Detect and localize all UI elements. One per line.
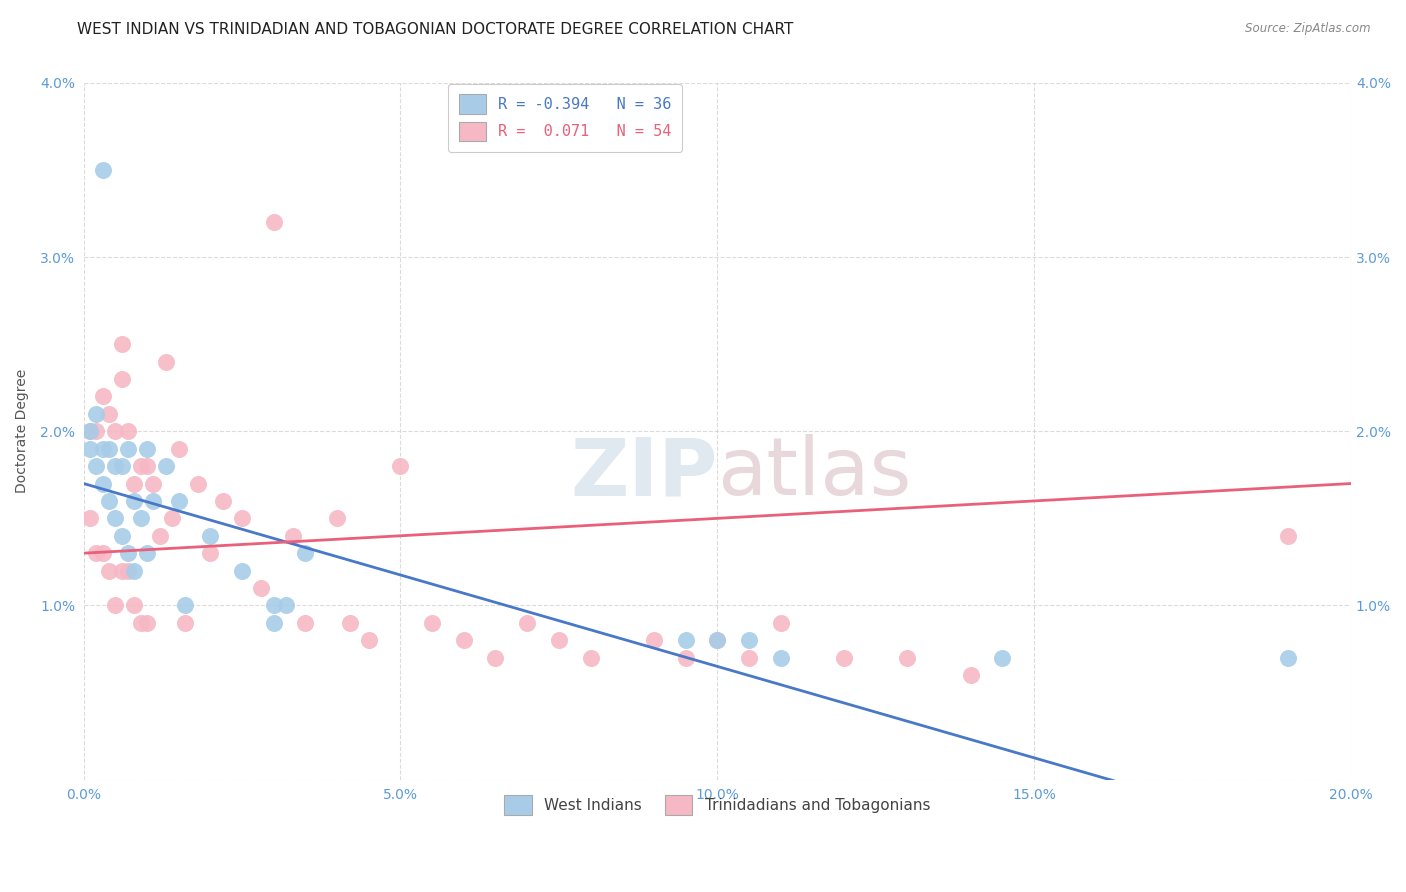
Point — [250, 581, 273, 595]
Point — [1277, 650, 1299, 665]
Point — [706, 633, 728, 648]
Point — [326, 511, 349, 525]
Point — [675, 650, 697, 665]
Point — [200, 546, 222, 560]
Point — [263, 599, 285, 613]
Point — [263, 215, 285, 229]
Point — [84, 546, 107, 560]
Point — [110, 337, 132, 351]
Point — [516, 615, 538, 630]
Point — [91, 442, 114, 456]
Point — [129, 511, 152, 525]
Point — [84, 407, 107, 421]
Point — [167, 442, 190, 456]
Point — [136, 615, 159, 630]
Point — [294, 615, 316, 630]
Point — [738, 633, 761, 648]
Point — [91, 163, 114, 178]
Point — [357, 633, 380, 648]
Text: atlas: atlas — [717, 434, 911, 512]
Point — [122, 476, 145, 491]
Point — [91, 389, 114, 403]
Point — [104, 424, 127, 438]
Point — [136, 442, 159, 456]
Point — [769, 615, 792, 630]
Point — [122, 599, 145, 613]
Point — [1277, 529, 1299, 543]
Point — [110, 459, 132, 474]
Point — [579, 650, 602, 665]
Point — [142, 476, 165, 491]
Text: WEST INDIAN VS TRINIDADIAN AND TOBAGONIAN DOCTORATE DEGREE CORRELATION CHART: WEST INDIAN VS TRINIDADIAN AND TOBAGONIA… — [77, 22, 794, 37]
Point — [129, 459, 152, 474]
Point — [129, 615, 152, 630]
Point — [117, 564, 139, 578]
Point — [136, 546, 159, 560]
Point — [174, 615, 197, 630]
Point — [110, 529, 132, 543]
Point — [110, 372, 132, 386]
Point — [832, 650, 855, 665]
Point — [276, 599, 298, 613]
Point — [643, 633, 665, 648]
Point — [263, 615, 285, 630]
Point — [294, 546, 316, 560]
Point — [738, 650, 761, 665]
Point — [79, 442, 101, 456]
Point — [79, 424, 101, 438]
Point — [136, 459, 159, 474]
Point — [142, 494, 165, 508]
Legend: West Indians, Trinidadians and Tobagonians: West Indians, Trinidadians and Tobagonia… — [495, 786, 939, 824]
Point — [79, 424, 101, 438]
Point — [991, 650, 1014, 665]
Point — [97, 442, 120, 456]
Point — [281, 529, 304, 543]
Point — [122, 494, 145, 508]
Point — [84, 424, 107, 438]
Point — [110, 564, 132, 578]
Point — [453, 633, 475, 648]
Point — [97, 494, 120, 508]
Point — [167, 494, 190, 508]
Point — [389, 459, 412, 474]
Point — [896, 650, 918, 665]
Point — [187, 476, 209, 491]
Text: Source: ZipAtlas.com: Source: ZipAtlas.com — [1246, 22, 1371, 36]
Point — [231, 564, 253, 578]
Point — [91, 476, 114, 491]
Point — [959, 668, 981, 682]
Point — [155, 459, 177, 474]
Point — [484, 650, 506, 665]
Point — [420, 615, 443, 630]
Point — [91, 546, 114, 560]
Point — [155, 354, 177, 368]
Text: ZIP: ZIP — [569, 434, 717, 512]
Point — [117, 442, 139, 456]
Point — [104, 459, 127, 474]
Point — [117, 424, 139, 438]
Point — [104, 511, 127, 525]
Point — [117, 546, 139, 560]
Point — [149, 529, 172, 543]
Point — [706, 633, 728, 648]
Point — [200, 529, 222, 543]
Point — [675, 633, 697, 648]
Point — [339, 615, 361, 630]
Point — [769, 650, 792, 665]
Point — [547, 633, 569, 648]
Point — [84, 459, 107, 474]
Point — [122, 564, 145, 578]
Point — [79, 511, 101, 525]
Point — [97, 407, 120, 421]
Point — [212, 494, 235, 508]
Point — [97, 564, 120, 578]
Y-axis label: Doctorate Degree: Doctorate Degree — [15, 369, 30, 493]
Point — [174, 599, 197, 613]
Point — [162, 511, 184, 525]
Point — [104, 599, 127, 613]
Point — [231, 511, 253, 525]
